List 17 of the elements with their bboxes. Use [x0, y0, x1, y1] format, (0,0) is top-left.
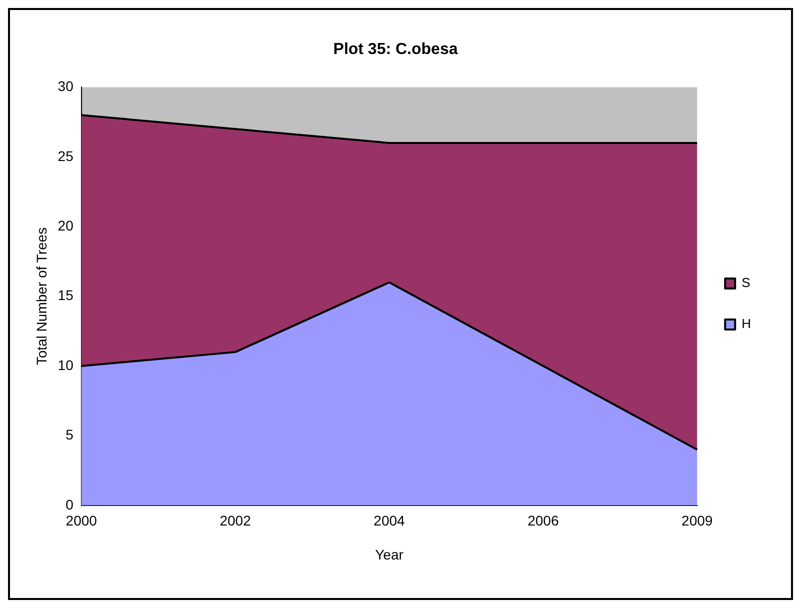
- y-tick-label: 20: [58, 217, 74, 234]
- x-tick-label: 2009: [682, 512, 713, 529]
- x-tick-label: 2006: [528, 512, 559, 529]
- y-tick-label: 0: [66, 496, 74, 512]
- x-tick-label: 2002: [220, 512, 252, 529]
- chart-title: Plot 35: C.obesa: [333, 41, 458, 58]
- x-tick-label: 2004: [374, 512, 406, 529]
- x-axis-title: Year: [375, 546, 404, 562]
- x-tick-label: 2000: [66, 512, 98, 529]
- y-axis-title: Total Number of Trees: [33, 227, 50, 366]
- y-tick-label: 25: [58, 148, 74, 164]
- legend-label: S: [742, 275, 751, 290]
- y-tick-label: 10: [58, 356, 74, 373]
- legend-label: H: [742, 316, 751, 332]
- y-tick-label: 5: [66, 426, 74, 443]
- y-tick-label: 15: [58, 287, 74, 304]
- y-tick-label: 30: [58, 78, 74, 94]
